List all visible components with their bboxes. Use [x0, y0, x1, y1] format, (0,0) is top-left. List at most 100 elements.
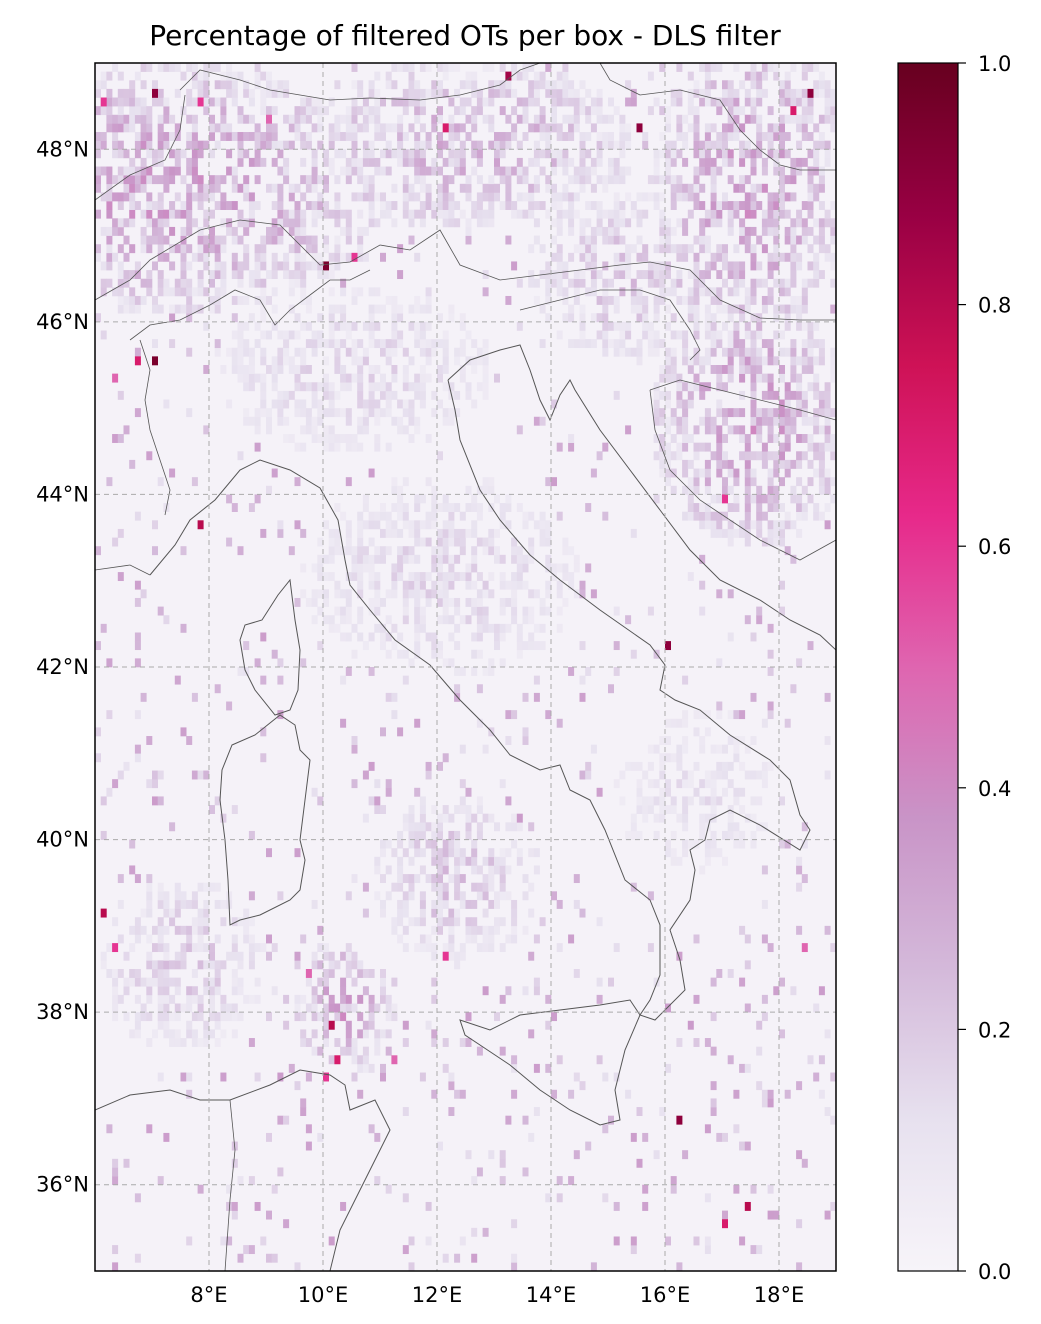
heatmap-cell — [539, 339, 546, 349]
heatmap-cell — [653, 434, 660, 443]
heatmap-cell — [459, 209, 466, 219]
heatmap-cell — [647, 175, 654, 185]
heatmap-cell — [180, 727, 187, 737]
heatmap-cell — [653, 295, 660, 305]
heatmap-cell — [471, 365, 478, 374]
heatmap-cell — [499, 132, 506, 141]
heatmap-cell — [146, 278, 153, 288]
heatmap-cell — [311, 201, 318, 210]
heatmap-cell — [533, 934, 540, 944]
heatmap-cell — [174, 244, 181, 254]
heatmap-cell — [539, 416, 546, 426]
heatmap-cell — [704, 1038, 711, 1047]
heatmap-cell — [727, 313, 734, 323]
heatmap-cell — [305, 201, 312, 210]
heatmap-cell — [744, 485, 751, 495]
heatmap-cell — [722, 1132, 728, 1142]
heatmap-cell — [585, 261, 592, 271]
heatmap-cell — [596, 451, 603, 461]
heatmap-cell — [362, 140, 369, 150]
heatmap-cell — [391, 123, 398, 133]
heatmap-cell — [220, 201, 227, 210]
heatmap-cell — [385, 528, 392, 538]
heatmap-cell — [733, 209, 740, 219]
heatmap-cell — [311, 899, 318, 909]
heatmap-cell — [511, 908, 518, 918]
heatmap-cell — [266, 295, 272, 305]
heatmap-cell — [169, 132, 176, 141]
heatmap-cell — [157, 960, 164, 970]
heatmap-cell — [716, 166, 723, 176]
heatmap-cell — [687, 356, 694, 366]
heatmap-cell — [385, 546, 392, 556]
heatmap-cell — [157, 477, 164, 487]
heatmap-cell — [665, 805, 671, 814]
heatmap-cell — [437, 132, 443, 141]
heatmap-cell — [613, 218, 620, 228]
heatmap-cell — [448, 848, 455, 858]
heatmap-cell — [419, 943, 426, 953]
heatmap-cell — [824, 252, 831, 262]
heatmap-cell — [266, 951, 272, 961]
heatmap-cell — [260, 373, 267, 383]
heatmap-cell — [642, 192, 649, 202]
heatmap-cell — [454, 88, 461, 98]
heatmap-cell — [813, 183, 820, 193]
heatmap-cell — [328, 261, 335, 271]
heatmap-cell — [682, 218, 689, 228]
heatmap-cell — [163, 1020, 170, 1030]
heatmap-cell — [488, 1150, 495, 1160]
heatmap-cell — [271, 365, 278, 374]
heatmap-cell — [271, 304, 278, 314]
heatmap-cell — [260, 304, 267, 314]
heatmap-cell — [231, 805, 238, 814]
heatmap-cell — [203, 63, 210, 72]
heatmap-cell — [374, 287, 381, 297]
heatmap-cell — [750, 313, 757, 323]
heatmap-cell — [408, 822, 415, 832]
heatmap-cell — [750, 330, 757, 340]
heatmap-cell — [818, 80, 825, 90]
heatmap-cell — [756, 261, 763, 271]
heatmap-cell — [824, 408, 831, 418]
heatmap-cell — [431, 485, 438, 495]
heatmap-cell — [818, 408, 825, 418]
heatmap-cell — [408, 149, 415, 159]
heatmap-cell — [744, 71, 751, 81]
heatmap-cell — [659, 261, 666, 271]
heatmap-cell — [374, 1132, 381, 1142]
heatmap-cell — [454, 123, 461, 133]
heatmap-cell — [516, 425, 523, 435]
heatmap-cell — [186, 986, 193, 996]
heatmap-cell — [442, 1038, 449, 1047]
heatmap-cell — [744, 511, 751, 521]
heatmap-cell — [248, 1038, 255, 1047]
heatmap-cell — [733, 114, 740, 124]
heatmap-cell — [140, 278, 147, 288]
heatmap-cell — [556, 80, 563, 90]
heatmap-cell — [733, 63, 740, 72]
heatmap-cell — [431, 563, 438, 573]
heatmap-cell — [152, 201, 158, 210]
heatmap-cell — [471, 925, 478, 935]
heatmap-cell — [317, 589, 324, 599]
heatmap-cell — [391, 416, 398, 426]
heatmap-cell — [687, 106, 694, 116]
heatmap-cell — [100, 192, 107, 202]
heatmap-cell — [129, 969, 136, 978]
heatmap-cell — [733, 477, 740, 487]
heatmap-cell — [408, 589, 415, 599]
heatmap-cell — [419, 321, 426, 331]
heatmap-cell — [710, 97, 717, 107]
heatmap-cell — [380, 969, 386, 978]
heatmap-cell — [761, 157, 768, 167]
heatmap-cell — [328, 123, 335, 133]
heatmap-cell — [123, 192, 130, 202]
heatmap-cell — [323, 209, 329, 219]
heatmap-cell — [693, 295, 700, 305]
heatmap-cell — [722, 761, 728, 771]
heatmap-cell — [106, 88, 113, 98]
heatmap-cell — [374, 856, 381, 866]
heatmap-cell — [260, 157, 267, 167]
heatmap-cell — [722, 252, 728, 262]
